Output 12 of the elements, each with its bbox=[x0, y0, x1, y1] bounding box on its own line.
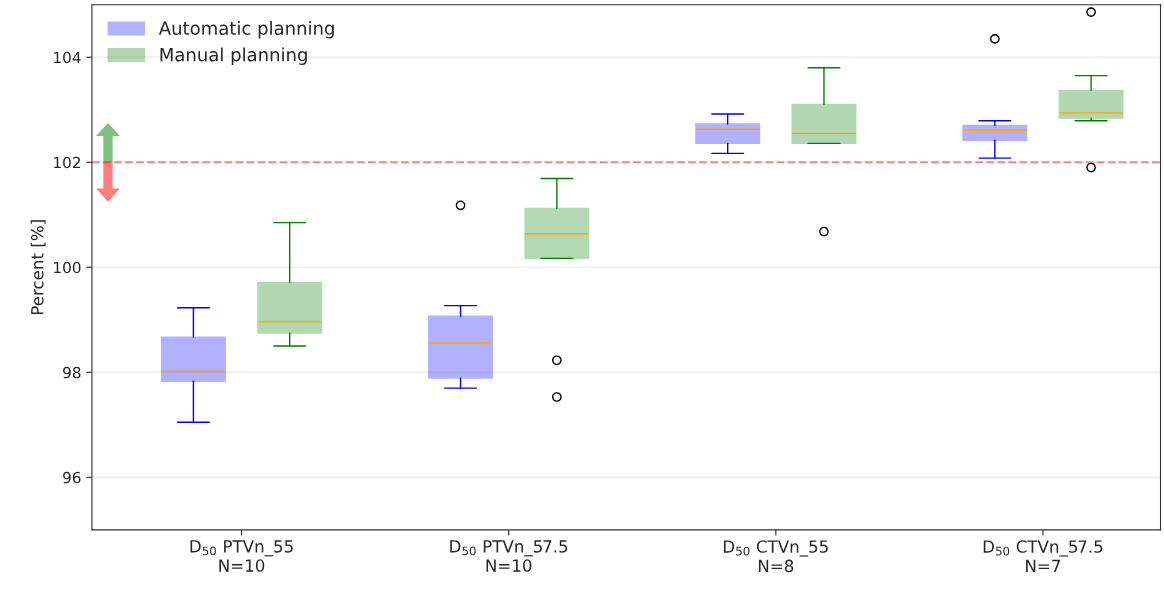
legend-label: Manual planning bbox=[160, 47, 307, 65]
y-tick-label: 102 bbox=[54, 156, 81, 169]
x-tick-label: D$_{50}$ PTVn_55 N=10 bbox=[190, 540, 293, 572]
y-tick-label: 98 bbox=[63, 366, 81, 379]
legend-label: Automatic planning bbox=[158, 21, 334, 39]
x-tick-label: D$_{50}$ CTVn_57.5 N=7 bbox=[983, 540, 1103, 572]
y-axis-title: Percent [%] bbox=[30, 220, 46, 315]
x-tick-label: D$_{50}$ PTVn_57.5 N=10 bbox=[450, 540, 568, 572]
y-tick-label: 96 bbox=[63, 471, 81, 484]
x-tick-label: D$_{50}$ CTVn_55 N=8 bbox=[723, 540, 828, 573]
y-tick-label: 104 bbox=[54, 51, 81, 64]
y-tick-label: 100 bbox=[54, 261, 81, 274]
